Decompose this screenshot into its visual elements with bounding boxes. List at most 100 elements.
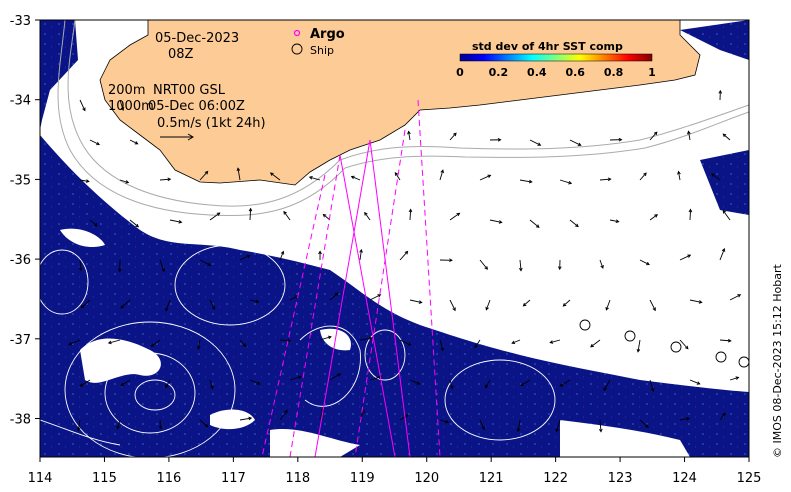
current-arrow	[649, 379, 654, 392]
x-tick-label: 121	[479, 471, 504, 486]
current-arrow-head	[722, 133, 727, 138]
current-arrow-head	[456, 212, 461, 217]
current-arrow-head	[487, 174, 492, 178]
current-arrow-head	[516, 428, 521, 433]
ship-marker	[670, 341, 682, 353]
current-arrow-head	[76, 427, 81, 432]
x-tick-label: 123	[608, 471, 633, 486]
current-arrow	[369, 294, 381, 301]
current-arrow-head	[497, 137, 502, 142]
scale-label: 0.5m/s (1kt 24h)	[157, 116, 266, 131]
current-arrow	[209, 212, 220, 221]
current-arrow	[289, 295, 299, 301]
current-arrow	[439, 419, 449, 423]
current-arrow-head	[117, 268, 122, 273]
current-arrow-head	[378, 375, 382, 380]
current-arrow	[519, 259, 522, 271]
current-arrow-head	[598, 428, 603, 433]
current-arrow-head	[590, 343, 594, 348]
current-arrow	[119, 99, 124, 111]
current-arrow	[129, 139, 138, 145]
current-arrow-head	[287, 338, 292, 343]
x-tick-label: 124	[672, 471, 697, 486]
current-arrow	[569, 219, 579, 227]
current-vectors	[68, 89, 742, 433]
current-arrow-head	[718, 89, 723, 94]
current-arrow	[120, 299, 131, 309]
current-arrow-head	[605, 306, 609, 311]
current-arrow-head	[607, 177, 612, 182]
current-arrow	[479, 419, 485, 430]
ship-positions	[579, 319, 749, 368]
current-arrow	[511, 339, 521, 344]
current-arrow-head	[337, 373, 342, 377]
current-arrow-head	[242, 343, 247, 348]
current-arrow	[68, 339, 81, 346]
current-arrow-head	[535, 224, 540, 228]
current-arrow-head	[178, 220, 183, 224]
current-arrow-head	[216, 212, 221, 216]
current-arrow-head	[684, 345, 689, 350]
current-arrow	[116, 419, 121, 429]
current-arrow-head	[721, 247, 726, 252]
current-arrow-head	[283, 210, 287, 215]
current-arrow-head	[645, 424, 649, 428]
current-arrow-head	[404, 414, 409, 418]
current-arrow-head	[722, 209, 727, 214]
current-arrow	[79, 379, 91, 387]
current-arrow-head	[688, 208, 693, 213]
current-arrow	[77, 419, 81, 431]
current-arrow-head	[735, 376, 740, 380]
current-arrow	[688, 131, 691, 141]
current-arrow-head	[334, 292, 339, 296]
current-arrow	[79, 179, 89, 182]
current-arrow	[569, 139, 581, 146]
current-arrow	[159, 259, 165, 272]
current-arrow	[319, 336, 332, 341]
current-arrow-head	[654, 214, 659, 218]
y-tick-label: -34	[10, 94, 31, 109]
product-label: NRT00 GSL	[153, 83, 226, 98]
current-arrow	[359, 337, 372, 341]
date-label: 05-Dec-2023	[155, 31, 239, 46]
current-arrow	[599, 259, 604, 269]
ship-legend-icon	[291, 43, 303, 55]
current-arrow-head	[211, 306, 216, 311]
current-arrow-head	[650, 388, 655, 392]
current-arrow-head	[600, 264, 604, 269]
current-arrow-head	[528, 179, 533, 184]
current-arrow-head	[498, 220, 503, 224]
current-arrow	[603, 379, 611, 391]
current-arrow	[439, 339, 444, 351]
x-tick-label: 119	[350, 471, 375, 486]
current-arrow-head	[246, 254, 251, 259]
current-arrow	[279, 339, 291, 342]
current-arrow	[199, 419, 208, 428]
colorbar-tick-label: 0.2	[489, 66, 509, 79]
current-arrow	[678, 171, 681, 181]
current-arrow	[474, 339, 481, 348]
current-arrow	[270, 172, 281, 181]
depth-1000-label: 1000m	[108, 99, 154, 114]
current-arrow	[409, 299, 422, 304]
current-arrow	[309, 176, 321, 181]
current-arrow	[249, 299, 259, 303]
current-arrow-head	[207, 262, 212, 266]
x-tick-label: 116	[156, 471, 181, 486]
current-arrow-head	[107, 340, 112, 345]
current-arrow-head	[150, 343, 155, 347]
current-arrow	[198, 339, 201, 350]
current-arrow	[399, 414, 408, 421]
current-arrow	[520, 379, 531, 386]
current-arrow	[249, 379, 261, 385]
current-arrow-head	[537, 142, 542, 146]
legend: Argo Ship	[291, 27, 345, 57]
time-label: 08Z	[168, 47, 194, 62]
ship-marker	[715, 351, 727, 363]
current-arrow	[199, 259, 211, 266]
current-arrow-head	[687, 130, 691, 135]
current-arrow	[351, 176, 361, 181]
current-arrow	[129, 219, 139, 228]
current-arrow	[359, 249, 362, 261]
